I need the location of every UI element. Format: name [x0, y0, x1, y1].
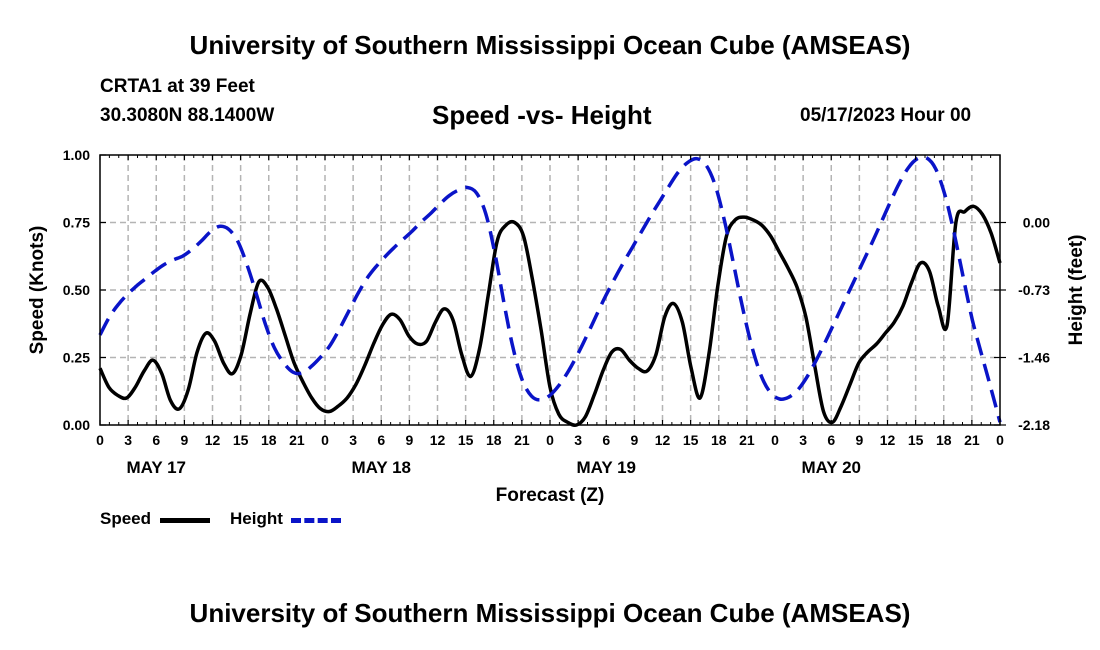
x-tick-label: 0 [96, 432, 104, 448]
x-tick-label: 9 [855, 432, 863, 448]
x-tick-label: 15 [458, 432, 474, 448]
y-tick-label: 1.00 [63, 147, 90, 163]
x-tick-label: 21 [739, 432, 755, 448]
x-tick-label: 21 [289, 432, 305, 448]
y2-tick-label: 0.00 [1023, 215, 1050, 231]
station-coordinates: 30.3080N 88.1400W [100, 105, 275, 126]
x-tick-label: 6 [827, 432, 835, 448]
legend-height-label: Height [230, 509, 283, 528]
chart-title: Speed -vs- Height [432, 100, 652, 130]
x-tick-label: 0 [771, 432, 779, 448]
x-tick-label: 9 [405, 432, 413, 448]
x-tick-label: 12 [205, 432, 221, 448]
y-tick-label: 0.50 [63, 282, 90, 298]
day-label: MAY 19 [576, 458, 636, 477]
x-tick-label: 3 [799, 432, 807, 448]
x-tick-label: 6 [377, 432, 385, 448]
axis-ticks [99, 154, 1006, 426]
footer-title: University of Southern Mississippi Ocean… [189, 598, 911, 628]
y2-tick-label: -1.46 [1018, 350, 1050, 366]
x-tick-label: 0 [321, 432, 329, 448]
x-tick-label: 9 [180, 432, 188, 448]
y-tick-label: 0.75 [63, 215, 90, 231]
x-tick-label: 12 [880, 432, 896, 448]
y-tick-label: 0.25 [63, 350, 90, 366]
grid-lines [100, 155, 1000, 425]
y-axis-title: Speed (Knots) [27, 226, 48, 355]
y2-axis-title: Height (feet) [1066, 235, 1087, 346]
x-tick-label: 3 [574, 432, 582, 448]
x-tick-label: 9 [630, 432, 638, 448]
x-tick-label: 3 [124, 432, 132, 448]
x-tick-label: 6 [602, 432, 610, 448]
x-tick-label: 12 [655, 432, 671, 448]
x-tick-label: 12 [430, 432, 446, 448]
height-series-line [98, 155, 1002, 423]
x-tick-label: 15 [908, 432, 924, 448]
station-label: CRTA1 at 39 Feet [100, 76, 255, 97]
x-tick-label: 18 [486, 432, 502, 448]
day-label: MAY 17 [126, 458, 186, 477]
x-tick-label: 18 [936, 432, 952, 448]
x-tick-label: 0 [546, 432, 554, 448]
legend-height-swatch [291, 518, 341, 523]
x-tick-label: 3 [349, 432, 357, 448]
day-label: MAY 20 [801, 458, 861, 477]
x-axis-title: Forecast (Z) [496, 485, 605, 506]
series-lines [98, 155, 1002, 427]
forecast-datetime: 05/17/2023 Hour 00 [800, 105, 972, 126]
y2-tick-label: -0.73 [1018, 282, 1050, 298]
x-tick-label: 21 [514, 432, 530, 448]
x-tick-label: 21 [964, 432, 980, 448]
axis-labels: 0 3 6 9 12 15 18 21 0 3 6 9 12 15 18 21 0 3 6 9 12 15 18 21 0 3 6 9… [27, 147, 1087, 506]
legend-speed-swatch [160, 518, 210, 523]
y2-tick-label: -2.18 [1018, 417, 1050, 433]
x-tick-label: 18 [261, 432, 277, 448]
y-tick-label: 0.00 [63, 417, 90, 433]
x-tick-label: 6 [152, 432, 160, 448]
x-tick-label: 15 [233, 432, 249, 448]
x-tick-label: 0 [996, 432, 1004, 448]
legend-speed-label: Speed [100, 509, 152, 528]
x-tick-label: 18 [711, 432, 727, 448]
day-label: MAY 18 [351, 458, 411, 477]
x-tick-label: 15 [683, 432, 699, 448]
page-title: University of Southern Mississippi Ocean… [189, 30, 911, 60]
